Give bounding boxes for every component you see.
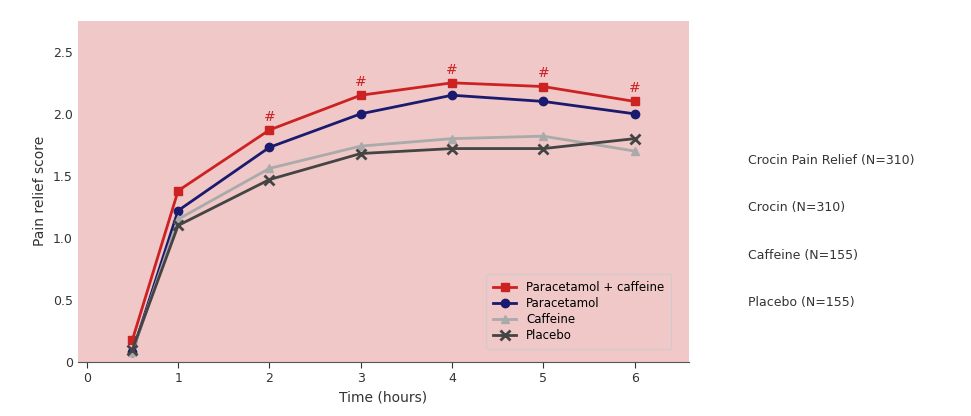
Text: Placebo (N=155): Placebo (N=155) xyxy=(748,296,854,310)
Text: #: # xyxy=(629,81,641,95)
Text: Caffeine (N=155): Caffeine (N=155) xyxy=(748,249,857,262)
Text: #: # xyxy=(538,66,550,80)
Legend: Paracetamol + caffeine, Paracetamol, Caffeine, Placebo: Paracetamol + caffeine, Paracetamol, Caf… xyxy=(486,274,671,349)
Text: #: # xyxy=(263,110,276,124)
FancyBboxPatch shape xyxy=(709,99,971,333)
Text: #: # xyxy=(446,63,458,77)
Text: Crocin (N=310): Crocin (N=310) xyxy=(748,201,845,214)
Y-axis label: Pain relief score: Pain relief score xyxy=(33,136,48,247)
Text: #: # xyxy=(354,75,367,89)
X-axis label: Time (hours): Time (hours) xyxy=(340,391,427,405)
Text: Crocin Pain Relief (N=310): Crocin Pain Relief (N=310) xyxy=(748,154,914,166)
